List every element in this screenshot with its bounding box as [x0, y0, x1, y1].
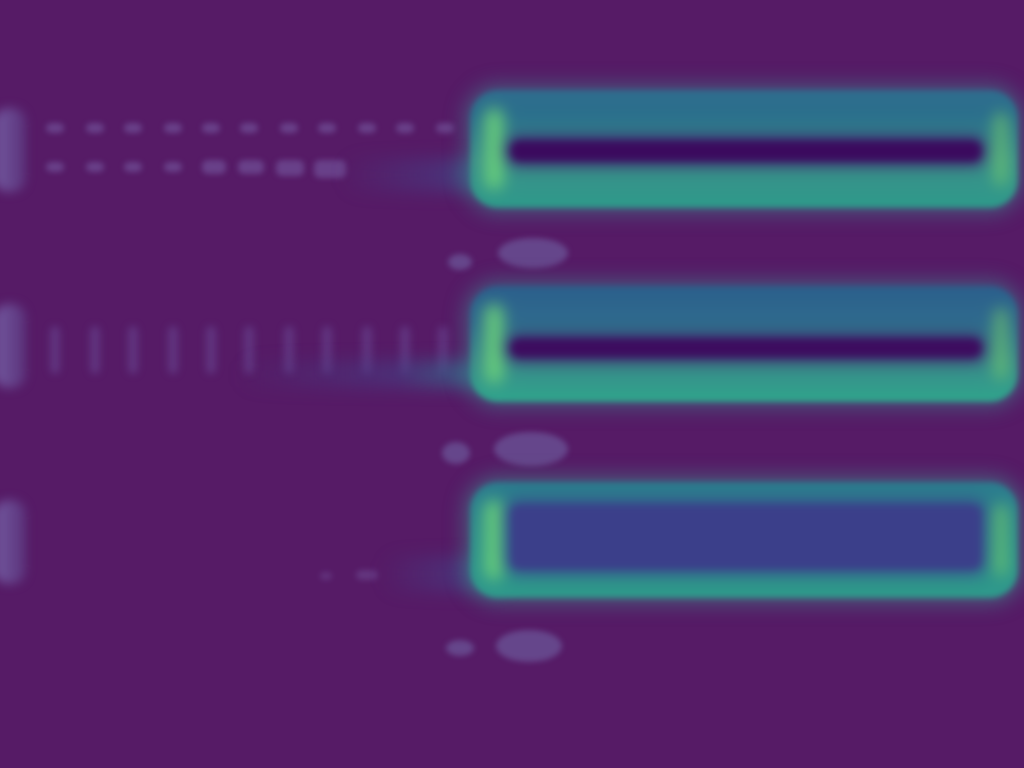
row-2-bar-glow-right: [994, 308, 1008, 380]
row-2-tick: [438, 326, 448, 374]
row-2-tick: [128, 326, 138, 374]
row-3-dot: [320, 572, 332, 580]
row-1-dot: [318, 123, 336, 133]
row-1-dot: [276, 160, 304, 176]
row-1-bar-glow: [484, 108, 504, 190]
row-1-dot: [238, 160, 264, 174]
row-2-tick: [362, 326, 372, 374]
row-2-tick: [90, 326, 100, 374]
row-1-dot: [202, 160, 226, 174]
row-2-bar: [470, 286, 1018, 402]
row-3-bar-glow: [484, 500, 504, 580]
row-2-tick: [50, 326, 60, 374]
row-1-bar: [470, 90, 1018, 208]
row-1-dot: [202, 123, 220, 133]
row-3-small-oval: [446, 640, 474, 656]
row-1-dot: [240, 123, 258, 133]
row-2-tick: [400, 326, 410, 374]
row-2-tick: [322, 326, 332, 374]
row-2-tick: [206, 326, 216, 374]
row-1-dot: [46, 123, 64, 133]
row-2-tick: [168, 326, 178, 374]
row-1-dot: [124, 162, 142, 172]
row-3-oval: [496, 630, 562, 662]
row-1-dot: [396, 123, 414, 133]
row-2-tick: [244, 326, 254, 374]
row-1-dot: [164, 123, 182, 133]
row-1-dot: [164, 162, 182, 172]
row-1-dot: [314, 160, 346, 178]
row-3-bar: [470, 482, 1018, 598]
row-3-dot: [356, 570, 378, 580]
row-1-dot: [124, 123, 142, 133]
row-3-edge-marker: [0, 500, 26, 584]
row-1-dot: [436, 123, 454, 133]
row-2-bar-glow: [484, 304, 504, 384]
row-2-small-oval: [442, 442, 470, 464]
row-3-bar-fill: [510, 504, 982, 570]
row-2-tick: [284, 326, 294, 374]
row-2-tail: [236, 360, 506, 388]
row-2-edge-marker: [0, 304, 26, 388]
row-2-bar-stripe: [510, 338, 982, 358]
row-1-dot: [86, 162, 104, 172]
row-1-dot: [46, 162, 64, 172]
row-1-bar-stripe: [510, 140, 982, 162]
row-1-dot: [280, 123, 298, 133]
row-2-oval: [494, 432, 568, 466]
row-1-edge-marker: [0, 108, 26, 192]
row-1-dot: [86, 123, 104, 133]
row-3-bar-glow-right: [994, 504, 1008, 576]
row-1-dot: [358, 123, 376, 133]
row-1-oval: [498, 238, 568, 268]
row-1-bar-glow-right: [994, 112, 1008, 186]
row-1-small-oval: [448, 254, 472, 270]
